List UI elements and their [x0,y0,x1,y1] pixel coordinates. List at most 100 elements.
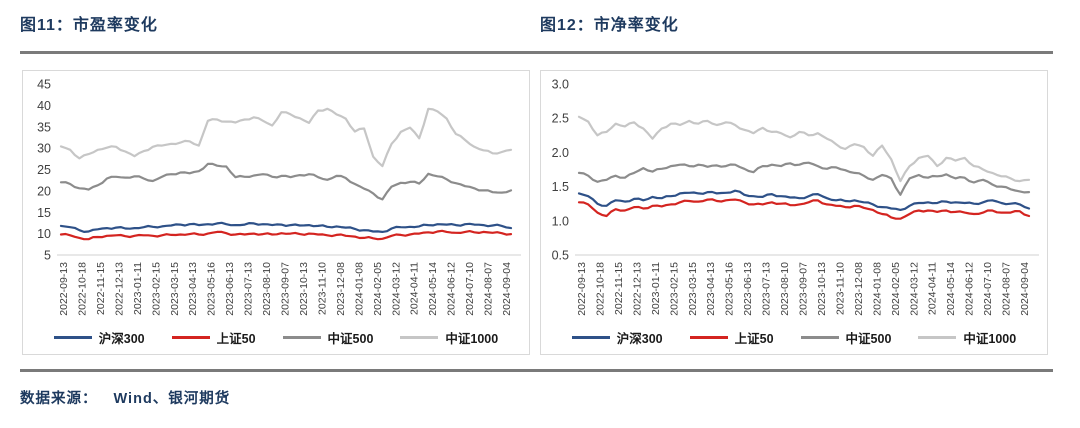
x-tick-label: 2024-08-07 [483,262,495,316]
y-tick-label: 45 [37,78,51,92]
legend-line-swatch-zz500 [800,336,839,339]
top-separator-line [20,51,1053,54]
legend-item-zz500: 中证500 [282,328,374,347]
x-tick-label: 2024-09-04 [501,262,513,316]
pe-chart-canvas: 45 40 35 30 25 20 15 10 5 2022-09-13 2022-10-18 202… [37,78,521,316]
series-line-zz1000 [59,107,513,168]
y-tick-label: 30 [37,142,51,156]
y-tick-label: 1.5 [552,180,569,194]
pe-chart-legend: 沪深300 上证50 中证500 中证1000 [23,328,529,347]
legend-item-hs300: 沪深300 [571,328,663,347]
x-tick-label: 2024-03-12 [390,262,402,316]
pb-chart-canvas: 3.0 2.5 2.0 1.5 1.0 0.5 2022-09-13 2022-10-18 20… [552,78,1039,316]
legend-line-swatch-hs300 [571,336,610,339]
x-tick-label: 2023-09-07 [798,262,810,316]
x-tick-label: 2023-10-13 [816,262,828,316]
legend-line-swatch-zz500 [282,336,321,339]
legend-item-zz500: 中证500 [800,328,892,347]
series-line-zz500 [577,161,1031,196]
figure12-title: 图12：市净率变化 [540,17,679,34]
x-tick-label: 2024-08-07 [1001,262,1013,316]
y-tick-label: 1.0 [552,214,569,228]
y-tick-label: 0.5 [552,249,569,263]
x-tick-label: 2024-05-14 [945,262,957,316]
y-tick-label: 2.5 [552,112,569,126]
legend-label-zz1000: 中证1000 [445,332,499,346]
series-line-sz50 [577,198,1031,220]
x-tick-label: 2023-08-10 [261,262,273,316]
pb-chart-panel: 3.0 2.5 2.0 1.5 1.0 0.5 2022-09-13 2022-10-18 20… [540,70,1048,355]
x-tick-label: 2023-10-13 [298,262,310,316]
x-tick-label: 2023-12-08 [335,262,347,316]
data-source-line: 数据来源： Wind、银河期货 [20,387,230,408]
legend-item-sz50: 上证50 [171,328,256,347]
legend-item-hs300: 沪深300 [53,328,145,347]
x-tick-label: 2024-06-12 [446,262,458,316]
x-tick-label: 2023-11-10 [316,262,328,315]
x-tick-label: 2023-07-13 [243,262,255,316]
y-tick-label: 5 [44,249,51,263]
x-tick-label: 2023-09-07 [280,262,292,316]
x-tick-label: 2022-09-13 [58,262,70,316]
x-tick-label: 2023-04-13 [187,262,199,316]
legend-line-swatch-zz1000 [918,336,957,339]
y-tick-label: 40 [37,99,51,113]
x-tick-label: 2024-06-12 [964,262,976,316]
y-tick-label: 10 [37,227,51,241]
x-tick-label: 2023-07-13 [761,262,773,316]
legend-label-zz500: 中证500 [845,332,892,346]
x-tick-label: 2023-02-15 [668,262,680,316]
x-tick-label: 2023-12-08 [853,262,865,316]
y-tick-label: 25 [37,163,51,177]
x-tick-label: 2024-07-10 [464,262,476,316]
x-tick-label: 2022-12-13 [631,262,643,316]
legend-label-hs300: 沪深300 [616,332,663,346]
x-tick-label: 2023-02-15 [150,262,162,316]
legend-label-zz1000: 中证1000 [963,332,1017,346]
x-tick-label: 2023-03-15 [687,262,699,316]
x-tick-label: 2024-02-05 [372,262,384,316]
series-line-zz500 [59,162,513,201]
legend-line-swatch-hs300 [53,336,92,339]
x-tick-label: 2023-01-11 [132,262,144,315]
y-tick-label: 20 [37,184,51,198]
legend-line-swatch-sz50 [689,336,728,339]
pe-chart-panel: 45 40 35 30 25 20 15 10 5 2022-09-13 2022-10-18 202… [22,70,530,355]
x-tick-label: 2023-04-13 [705,262,717,316]
series-line-hs300 [59,221,513,233]
x-tick-label: 2022-11-15 [613,262,625,315]
legend-label-zz500: 中证500 [327,332,374,346]
legend-label-sz50: 上证50 [734,332,774,346]
x-tick-label: 2022-12-13 [113,262,125,316]
x-tick-label: 2024-03-12 [908,262,920,316]
x-tick-label: 2023-05-16 [206,262,218,316]
x-tick-label: 2023-06-13 [742,262,754,316]
y-tick-label: 3.0 [552,78,569,92]
pb-chart-legend: 沪深300 上证50 中证500 中证1000 [541,328,1047,347]
x-tick-label: 2024-02-05 [890,262,902,316]
series-line-sz50 [59,229,513,241]
x-tick-label: 2024-01-08 [353,262,365,316]
y-tick-label: 2.0 [552,146,569,160]
x-tick-label: 2023-03-15 [169,262,181,316]
y-tick-label: 15 [37,206,51,220]
y-tick-label: 35 [37,120,51,134]
x-tick-label: 2024-07-10 [982,262,994,316]
x-tick-label: 2022-11-15 [95,262,107,315]
legend-item-sz50: 上证50 [689,328,774,347]
x-tick-label: 2024-05-14 [427,262,439,316]
x-tick-label: 2024-09-04 [1019,262,1031,316]
figure11-title: 图11：市盈率变化 [20,17,158,34]
x-tick-label: 2024-01-08 [871,262,883,316]
x-tick-label: 2024-04-11 [927,262,939,315]
x-tick-label: 2022-10-18 [77,262,89,316]
series-line-zz1000 [577,115,1031,183]
legend-label-sz50: 上证50 [216,332,256,346]
x-tick-label: 2024-04-11 [409,262,421,315]
x-tick-label: 2022-10-18 [595,262,607,316]
bottom-separator-line [20,369,1053,372]
x-tick-label: 2023-05-16 [724,262,736,316]
legend-line-swatch-sz50 [171,336,210,339]
data-source-value: Wind、银河期货 [113,391,231,407]
